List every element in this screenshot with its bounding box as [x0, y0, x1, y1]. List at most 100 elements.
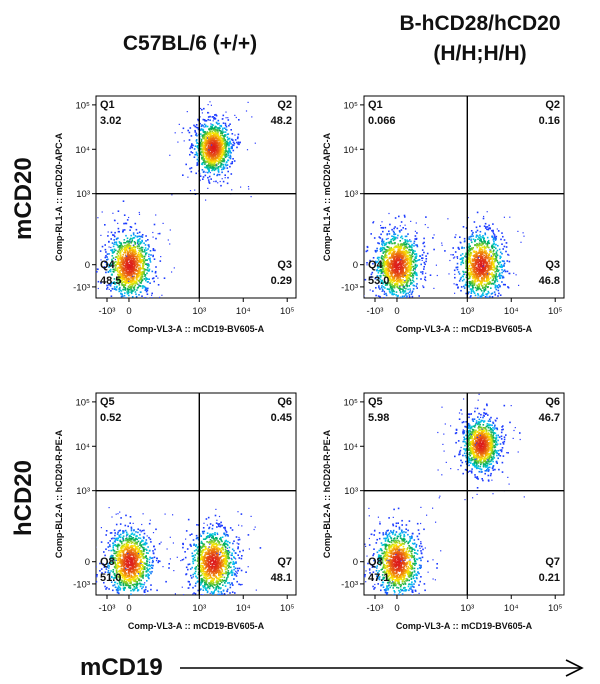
event-dot	[416, 310, 417, 311]
event-dot	[145, 235, 147, 237]
y-tick-label: 10³	[344, 189, 358, 200]
quadrant-name: Q2	[277, 99, 292, 111]
event-dot	[208, 104, 209, 105]
event-dot	[416, 238, 418, 240]
event-dot	[473, 274, 475, 276]
event-dot	[120, 301, 122, 303]
event-dot	[401, 261, 403, 263]
event-dot	[213, 134, 215, 136]
event-dot	[213, 157, 215, 159]
event-dot	[113, 239, 115, 241]
event-dot	[138, 541, 140, 543]
event-dot	[195, 145, 197, 147]
event-dot	[204, 160, 206, 162]
event-dot	[151, 297, 153, 299]
event-dot	[154, 250, 156, 252]
event-dot	[115, 259, 116, 260]
event-dot	[395, 294, 397, 296]
event-dot	[113, 243, 115, 245]
event-dot	[200, 175, 202, 177]
event-dot	[120, 267, 122, 269]
event-dot	[479, 285, 481, 287]
event-dot	[406, 258, 408, 260]
event-dot	[518, 285, 519, 286]
event-dot	[405, 241, 407, 243]
event-dot	[423, 298, 425, 300]
event-dot	[168, 567, 170, 569]
event-dot	[416, 265, 418, 267]
event-dot	[189, 168, 191, 170]
event-dot	[141, 588, 143, 590]
event-dot	[487, 257, 489, 259]
event-dot	[111, 232, 113, 234]
x-tick-label: 10³	[192, 306, 206, 317]
event-dot	[209, 101, 210, 102]
event-dot	[223, 122, 225, 124]
event-dot	[384, 292, 385, 293]
event-dot	[501, 243, 503, 245]
column-header-left: C57BL/6 (+/+)	[100, 32, 280, 56]
event-dot	[483, 242, 485, 244]
event-dot	[409, 249, 411, 251]
event-dot	[447, 218, 448, 219]
event-dot	[223, 131, 225, 133]
event-dot	[129, 229, 131, 231]
event-dot	[112, 590, 114, 592]
event-dot	[480, 301, 482, 303]
event-dot	[132, 273, 134, 275]
event-dot	[179, 124, 180, 125]
event-dot	[209, 163, 211, 165]
event-dot	[486, 252, 488, 254]
event-dot	[422, 260, 423, 261]
event-dot	[231, 189, 232, 190]
event-dot	[102, 246, 104, 248]
event-dot	[391, 256, 393, 258]
event-dot	[114, 242, 116, 244]
event-dot	[120, 262, 122, 264]
event-dot	[123, 242, 125, 244]
event-dot	[130, 235, 132, 237]
event-dot	[144, 250, 146, 252]
event-dot	[386, 242, 388, 244]
y-tick-label: -10³	[341, 282, 358, 293]
event-dot	[136, 256, 138, 258]
event-dot	[396, 274, 398, 276]
event-dot	[420, 255, 422, 257]
event-dot	[238, 144, 240, 146]
event-dot	[93, 279, 94, 280]
event-dot	[148, 578, 150, 580]
event-dot	[203, 171, 205, 173]
event-dot	[391, 243, 393, 245]
event-dot	[127, 298, 129, 300]
event-dot	[134, 241, 136, 243]
event-dot	[433, 288, 434, 289]
y-tick-label: 10⁴	[75, 145, 90, 156]
event-dot	[138, 302, 140, 304]
event-dot	[137, 245, 139, 247]
event-dot	[463, 226, 465, 228]
event-dot	[392, 269, 394, 271]
event-dot	[148, 256, 149, 257]
event-dot	[470, 254, 472, 256]
event-dot	[135, 256, 137, 258]
event-dot	[471, 292, 473, 294]
event-dot	[211, 157, 213, 159]
event-dot	[415, 260, 417, 262]
event-dot	[383, 242, 385, 244]
event-dot	[211, 145, 212, 146]
event-dot	[214, 153, 216, 155]
event-dot	[128, 286, 130, 288]
event-dot	[207, 161, 209, 163]
event-dot	[128, 217, 129, 218]
event-dot	[197, 162, 198, 163]
event-dot	[463, 300, 464, 301]
event-dot	[476, 285, 478, 287]
event-dot	[156, 590, 158, 592]
event-dot	[107, 235, 109, 237]
event-dot	[148, 270, 150, 272]
event-dot	[191, 147, 193, 149]
event-dot	[110, 238, 112, 240]
event-dot	[457, 266, 459, 268]
event-dot	[220, 181, 221, 182]
